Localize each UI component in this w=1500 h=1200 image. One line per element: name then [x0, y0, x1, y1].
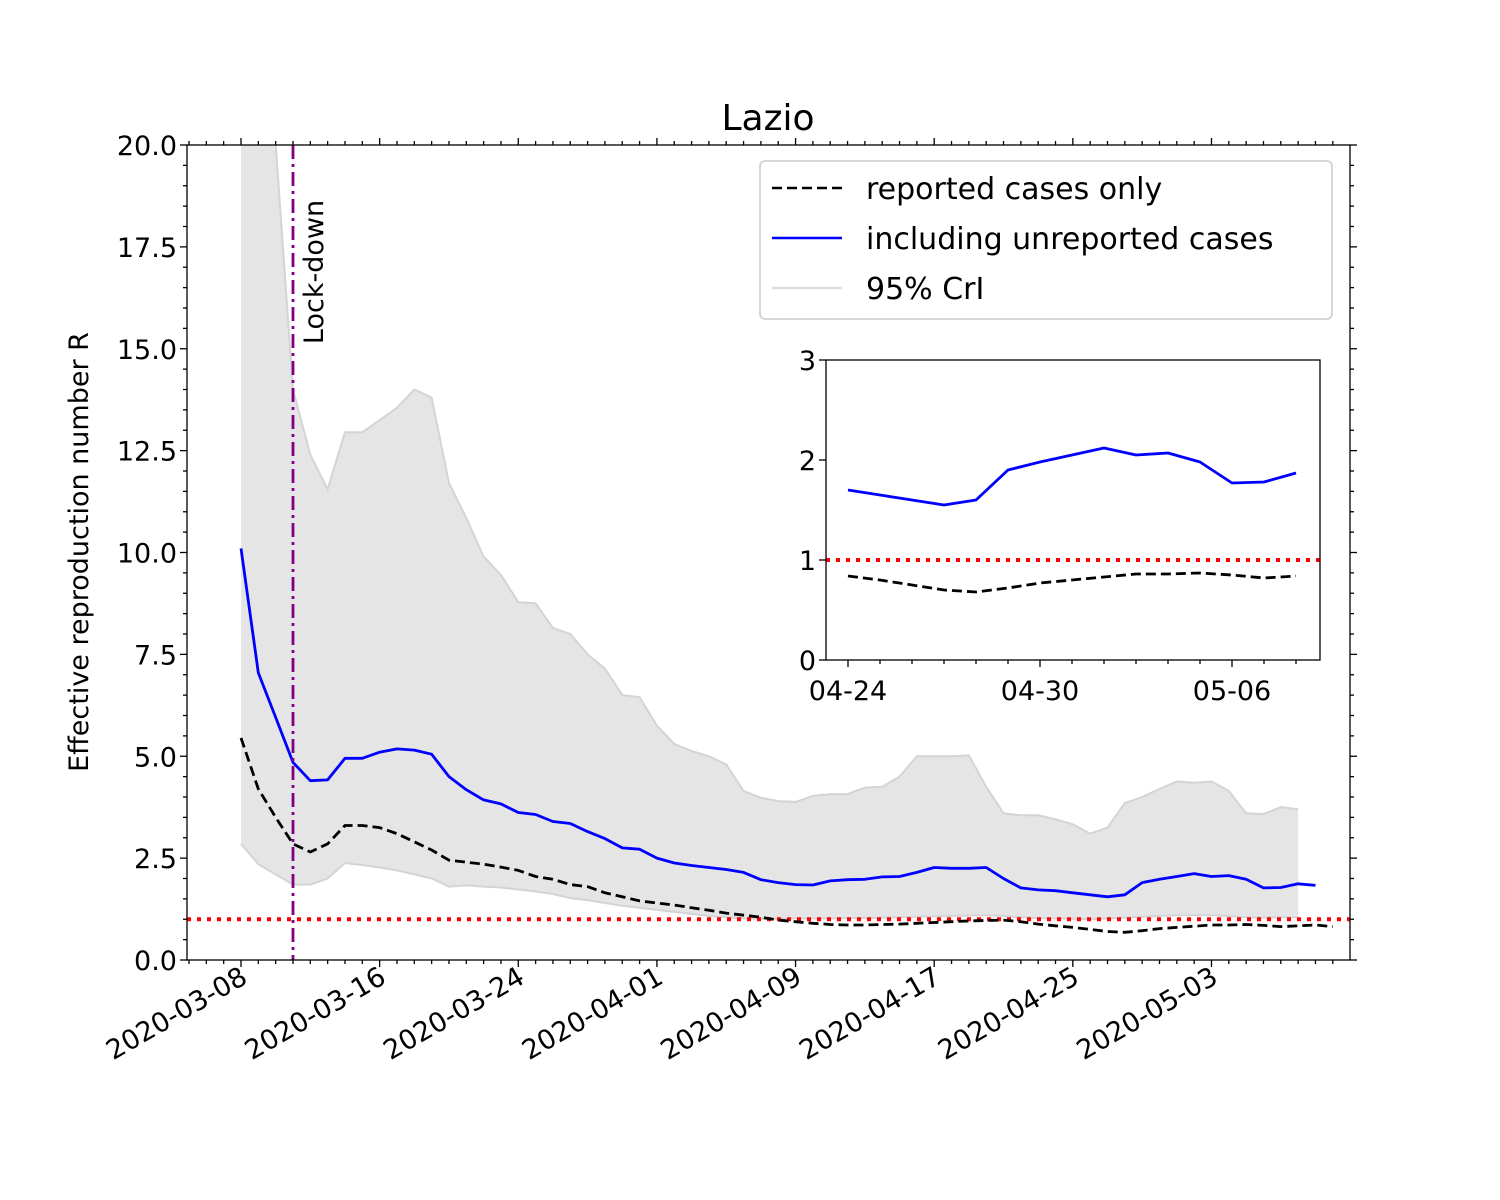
ci-band-fill — [241, 145, 1299, 920]
y-tick-labels: 0.0 2.5 5.0 7.5 10.0 12.5 15.0 17.5 20.0 — [117, 131, 177, 977]
legend: reported cases only including unreported… — [759, 160, 1333, 320]
legend-box — [759, 160, 1333, 320]
x-tick-label: 2020-04-25 — [933, 961, 1084, 1066]
main-plot-lines — [187, 145, 1350, 960]
x-tick-label: 2020-05-03 — [1072, 961, 1223, 1066]
ci-upper-edge — [274, 145, 1299, 835]
y-tick-label: 0.0 — [134, 946, 177, 977]
inset-series-reported-line — [847, 571, 1297, 594]
inset-y-tick-label: 1 — [799, 546, 816, 577]
legend-label-unreported: including unreported cases — [866, 222, 1273, 257]
y-tick-label: 12.5 — [117, 437, 177, 468]
inset-y-tick-label: 2 — [799, 446, 816, 477]
y-tick-label: 7.5 — [134, 640, 177, 671]
inset-chart: 0 1 2 3 04-24 04-30 05-06 — [799, 346, 1321, 707]
inset-plot-lines — [826, 446, 1320, 594]
inset-series-unreported-line — [847, 446, 1297, 507]
inset-x-tick-labels: 04-24 04-30 05-06 — [809, 676, 1271, 707]
inset-y-tick-label: 0 — [799, 646, 816, 677]
inset-y-tick-label: 3 — [799, 346, 816, 377]
y-tick-label: 15.0 — [117, 335, 177, 366]
main-axis-ticks — [180, 138, 1357, 967]
y-axis-label: Effective reproduction number R — [64, 332, 95, 772]
y-tick-label: 20.0 — [117, 131, 177, 162]
chart-title: Lazio — [721, 98, 814, 139]
x-tick-label: 2020-04-01 — [517, 961, 668, 1066]
series-unreported-line — [239, 548, 1316, 899]
x-tick-label: 2020-03-24 — [378, 961, 529, 1066]
inset-axis-ticks — [819, 359, 1297, 667]
inset-x-tick-label: 04-24 — [809, 676, 887, 707]
x-tick-label: 2020-03-16 — [240, 961, 391, 1066]
inset-frame — [825, 359, 1321, 661]
legend-label-ci: 95% CrI — [866, 272, 984, 307]
inset-background — [826, 360, 1320, 660]
x-tick-labels: 2020-03-082020-03-162020-03-242020-04-01… — [101, 961, 1223, 1066]
inset-y-tick-labels: 0 1 2 3 — [799, 346, 816, 677]
y-tick-label: 2.5 — [134, 844, 177, 875]
y-tick-label: 5.0 — [134, 742, 177, 773]
x-tick-label: 2020-04-09 — [656, 961, 807, 1066]
x-tick-label: 2020-04-17 — [794, 961, 945, 1066]
inset-x-tick-label: 05-06 — [1193, 676, 1271, 707]
inset-x-tick-label: 04-30 — [1001, 676, 1079, 707]
series-reported-line — [239, 737, 1333, 934]
x-tick-label: 2020-03-08 — [101, 961, 252, 1066]
y-tick-label: 17.5 — [117, 233, 177, 264]
y-tick-label: 10.0 — [117, 539, 177, 570]
lockdown-label: Lock-down — [299, 200, 330, 344]
legend-label-reported: reported cases only — [866, 172, 1162, 207]
